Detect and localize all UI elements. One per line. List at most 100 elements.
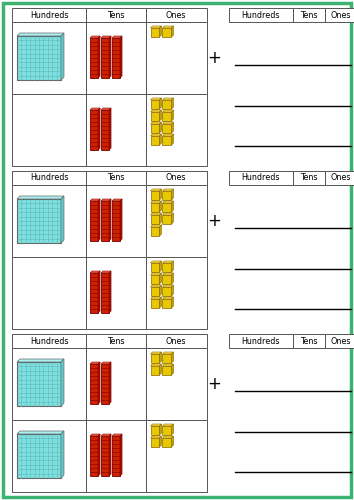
Text: Ones: Ones (166, 336, 187, 345)
Text: Tens: Tens (300, 336, 318, 345)
Polygon shape (101, 108, 111, 110)
Polygon shape (150, 213, 161, 215)
Bar (162, 203, 171, 212)
Polygon shape (171, 352, 173, 363)
Polygon shape (101, 362, 111, 364)
Polygon shape (17, 196, 64, 199)
Text: +: + (207, 49, 221, 67)
Polygon shape (160, 213, 161, 224)
Polygon shape (101, 271, 111, 273)
Polygon shape (171, 189, 173, 200)
Bar (90, 38, 98, 78)
Text: Ones: Ones (331, 174, 351, 182)
Bar (325, 171, 354, 185)
Polygon shape (150, 297, 161, 299)
Polygon shape (120, 434, 122, 476)
Polygon shape (98, 362, 100, 404)
Polygon shape (160, 285, 161, 296)
Text: Ones: Ones (166, 174, 187, 182)
Polygon shape (162, 424, 173, 426)
Bar (162, 299, 171, 308)
Bar (112, 38, 120, 78)
Text: Hundreds: Hundreds (30, 10, 68, 20)
Bar (150, 263, 160, 272)
Polygon shape (98, 36, 100, 78)
Polygon shape (160, 436, 161, 447)
Bar (150, 299, 160, 308)
Bar (162, 354, 171, 363)
Polygon shape (171, 213, 173, 224)
Text: Hundreds: Hundreds (242, 336, 280, 345)
Text: +: + (207, 375, 221, 393)
Polygon shape (150, 364, 161, 366)
Text: Tens: Tens (107, 336, 125, 345)
Polygon shape (162, 261, 173, 263)
Bar (145, 420, 207, 492)
Polygon shape (160, 122, 161, 133)
Bar (86, 420, 145, 492)
Bar (17, 362, 61, 406)
Polygon shape (150, 436, 161, 438)
Bar (17, 36, 61, 80)
Bar (162, 438, 171, 447)
Bar (17, 199, 61, 243)
Polygon shape (160, 352, 161, 363)
Bar (150, 100, 160, 109)
Polygon shape (162, 134, 173, 136)
Polygon shape (171, 436, 173, 447)
Bar (162, 136, 171, 145)
Text: Ones: Ones (166, 10, 187, 20)
Bar (86, 94, 145, 166)
Text: Tens: Tens (107, 10, 125, 20)
Polygon shape (160, 261, 161, 272)
Polygon shape (171, 26, 173, 37)
Text: Hundreds: Hundreds (30, 336, 68, 345)
Bar (90, 201, 98, 241)
Polygon shape (171, 122, 173, 133)
Bar (145, 8, 207, 22)
Polygon shape (109, 362, 111, 404)
Bar (12, 420, 86, 492)
Polygon shape (162, 436, 173, 438)
Polygon shape (162, 26, 173, 28)
Polygon shape (162, 285, 173, 287)
Polygon shape (162, 98, 173, 100)
Polygon shape (160, 26, 161, 37)
Polygon shape (120, 36, 122, 78)
Polygon shape (17, 431, 64, 434)
Polygon shape (101, 36, 111, 38)
Polygon shape (150, 285, 161, 287)
Polygon shape (150, 352, 161, 354)
Polygon shape (162, 213, 173, 215)
Bar (86, 171, 145, 185)
Bar (150, 28, 160, 37)
Bar (90, 273, 98, 313)
Polygon shape (162, 110, 173, 112)
Bar (90, 436, 98, 476)
Bar (112, 436, 120, 476)
Polygon shape (17, 359, 64, 362)
Text: Tens: Tens (107, 174, 125, 182)
Polygon shape (162, 364, 173, 366)
Polygon shape (162, 297, 173, 299)
Polygon shape (150, 273, 161, 275)
Text: Tens: Tens (300, 174, 318, 182)
Bar (150, 366, 160, 375)
Bar (86, 348, 145, 420)
Polygon shape (150, 134, 161, 136)
Text: Hundreds: Hundreds (242, 10, 280, 20)
Polygon shape (98, 108, 100, 150)
Polygon shape (109, 108, 111, 150)
Bar (293, 8, 325, 22)
Polygon shape (109, 36, 111, 78)
Bar (162, 124, 171, 133)
Polygon shape (90, 36, 100, 38)
Bar (12, 185, 86, 257)
Bar (150, 438, 160, 447)
Polygon shape (90, 362, 100, 364)
Bar (12, 257, 86, 329)
Bar (162, 191, 171, 200)
Polygon shape (150, 261, 161, 263)
Polygon shape (160, 225, 161, 236)
Bar (293, 334, 325, 348)
